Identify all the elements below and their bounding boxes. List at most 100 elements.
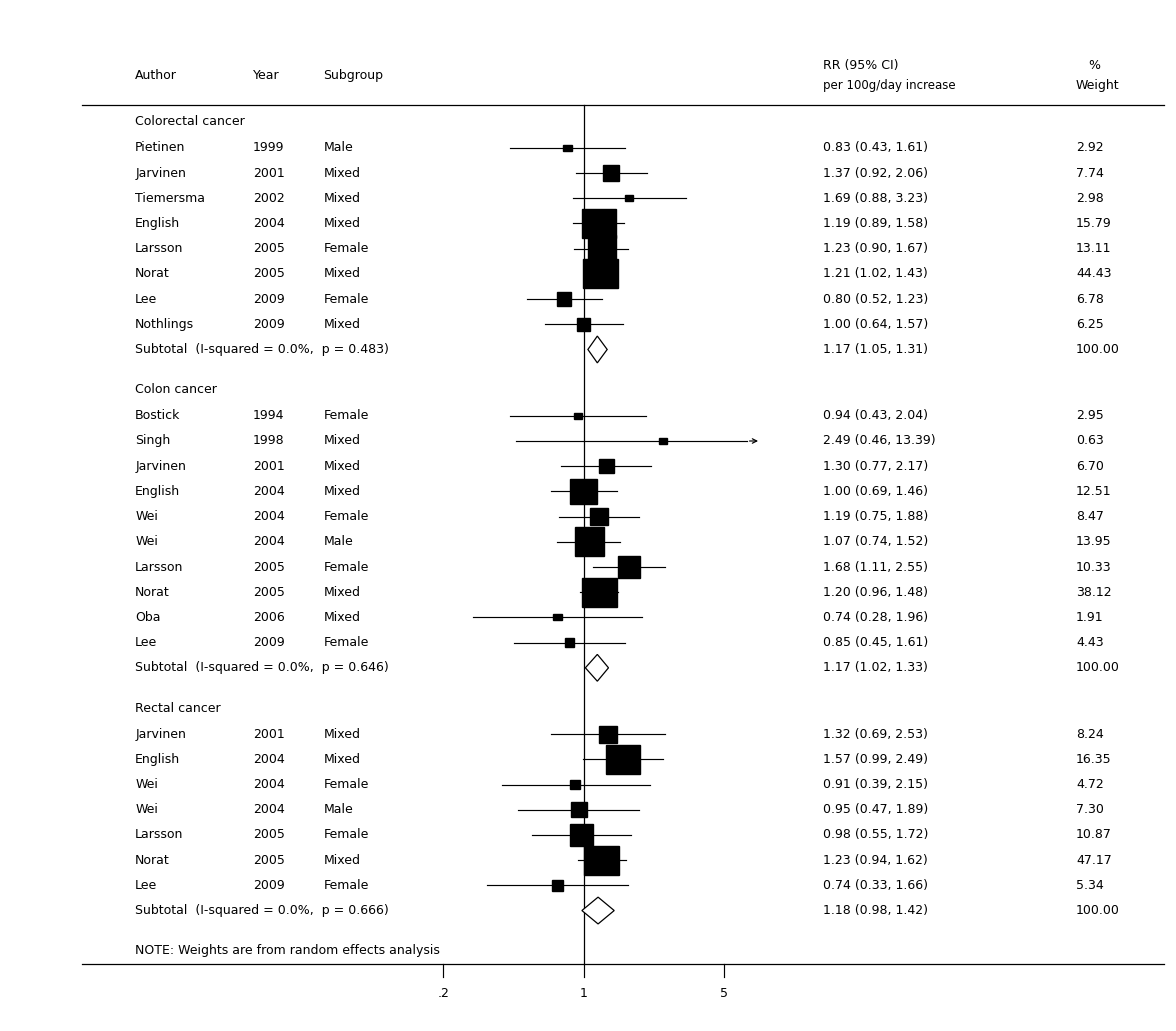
Bar: [584, 845, 620, 874]
Text: 6.25: 6.25: [1076, 318, 1104, 331]
Bar: [570, 478, 597, 504]
Text: 1.20 (0.96, 1.48): 1.20 (0.96, 1.48): [823, 586, 928, 599]
Text: Female: Female: [323, 778, 369, 791]
Text: 6.78: 6.78: [1076, 293, 1104, 305]
Text: Wei: Wei: [135, 778, 158, 791]
Bar: [572, 802, 587, 818]
Text: 1999: 1999: [253, 141, 285, 155]
Text: Mixed: Mixed: [323, 753, 360, 766]
Text: 2.49 (0.46, 13.39): 2.49 (0.46, 13.39): [823, 434, 936, 447]
Text: per 100g/day increase: per 100g/day increase: [823, 79, 956, 92]
Text: Mixed: Mixed: [323, 485, 360, 498]
Text: Female: Female: [323, 829, 369, 841]
Text: 2009: 2009: [253, 636, 285, 650]
Text: 2.92: 2.92: [1076, 141, 1103, 155]
Text: 15.79: 15.79: [1076, 217, 1111, 230]
Text: 7.30: 7.30: [1076, 803, 1104, 817]
Bar: [563, 144, 572, 151]
Text: 4.43: 4.43: [1076, 636, 1103, 650]
Bar: [582, 260, 617, 289]
Text: Subtotal  (I-squared = 0.0%,  p = 0.646): Subtotal (I-squared = 0.0%, p = 0.646): [135, 661, 389, 674]
Bar: [603, 165, 620, 181]
Text: 5.34: 5.34: [1076, 878, 1104, 892]
Text: Bostick: Bostick: [135, 409, 181, 423]
Text: 8.47: 8.47: [1076, 510, 1104, 523]
Text: 13.95: 13.95: [1076, 535, 1111, 548]
Text: 0.83 (0.43, 1.61): 0.83 (0.43, 1.61): [823, 141, 928, 155]
Text: 1.23 (0.94, 1.62): 1.23 (0.94, 1.62): [823, 854, 928, 867]
Text: 1.21 (1.02, 1.43): 1.21 (1.02, 1.43): [823, 267, 928, 280]
Text: 12.51: 12.51: [1076, 485, 1111, 498]
Text: 0.74 (0.33, 1.66): 0.74 (0.33, 1.66): [823, 878, 928, 892]
Text: Female: Female: [323, 561, 369, 573]
Text: 44.43: 44.43: [1076, 267, 1111, 280]
Text: Female: Female: [323, 293, 369, 305]
Text: Female: Female: [323, 510, 369, 523]
Text: 2004: 2004: [253, 753, 285, 766]
Text: 2004: 2004: [253, 778, 285, 791]
Text: 1.30 (0.77, 2.17): 1.30 (0.77, 2.17): [823, 460, 928, 472]
Bar: [588, 235, 615, 262]
Text: English: English: [135, 753, 180, 766]
Text: 1.17 (1.02, 1.33): 1.17 (1.02, 1.33): [823, 661, 928, 674]
Text: 1.17 (1.05, 1.31): 1.17 (1.05, 1.31): [823, 343, 928, 356]
Text: Year: Year: [253, 69, 280, 82]
Text: Subtotal  (I-squared = 0.0%,  p = 0.666): Subtotal (I-squared = 0.0%, p = 0.666): [135, 904, 389, 917]
Text: Mixed: Mixed: [323, 434, 360, 447]
Bar: [564, 638, 574, 647]
Text: 5: 5: [720, 987, 728, 1000]
Text: 100.00: 100.00: [1076, 904, 1120, 917]
Text: 100.00: 100.00: [1076, 343, 1120, 356]
Text: 1.37 (0.92, 2.06): 1.37 (0.92, 2.06): [823, 167, 928, 179]
Text: Nothlings: Nothlings: [135, 318, 194, 331]
Text: 2005: 2005: [253, 854, 285, 867]
Text: 1.07 (0.74, 1.52): 1.07 (0.74, 1.52): [823, 535, 928, 548]
Bar: [626, 195, 634, 201]
Text: 2001: 2001: [253, 167, 285, 179]
Bar: [575, 528, 604, 556]
Text: 2005: 2005: [253, 586, 285, 599]
Text: 4.72: 4.72: [1076, 778, 1104, 791]
Bar: [570, 824, 594, 846]
Text: Wei: Wei: [135, 803, 158, 817]
Text: 0.80 (0.52, 1.23): 0.80 (0.52, 1.23): [823, 293, 928, 305]
Text: 0.95 (0.47, 1.89): 0.95 (0.47, 1.89): [823, 803, 928, 817]
Text: Jarvinen: Jarvinen: [135, 460, 186, 472]
Text: 1.69 (0.88, 3.23): 1.69 (0.88, 3.23): [823, 192, 928, 205]
Text: 2005: 2005: [253, 242, 285, 255]
Text: 2009: 2009: [253, 293, 285, 305]
Text: %: %: [1088, 59, 1100, 72]
Text: English: English: [135, 217, 180, 230]
Text: 2005: 2005: [253, 267, 285, 280]
Bar: [600, 459, 614, 473]
Text: Male: Male: [323, 803, 353, 817]
Text: Larsson: Larsson: [135, 561, 183, 573]
Text: 16.35: 16.35: [1076, 753, 1111, 766]
Text: 1.00 (0.69, 1.46): 1.00 (0.69, 1.46): [823, 485, 928, 498]
Bar: [574, 412, 582, 419]
Text: Mixed: Mixed: [323, 854, 360, 867]
Text: Subgroup: Subgroup: [323, 69, 383, 82]
Text: 2009: 2009: [253, 878, 285, 892]
Text: Larsson: Larsson: [135, 829, 183, 841]
Text: Mixed: Mixed: [323, 611, 360, 624]
Text: 1.68 (1.11, 2.55): 1.68 (1.11, 2.55): [823, 561, 928, 573]
Text: Mixed: Mixed: [323, 167, 360, 179]
Text: 2005: 2005: [253, 561, 285, 573]
Text: Mixed: Mixed: [323, 217, 360, 230]
Text: 1.91: 1.91: [1076, 611, 1103, 624]
Text: Jarvinen: Jarvinen: [135, 728, 186, 740]
Text: Subtotal  (I-squared = 0.0%,  p = 0.483): Subtotal (I-squared = 0.0%, p = 0.483): [135, 343, 389, 356]
Text: 8.24: 8.24: [1076, 728, 1104, 740]
Text: Jarvinen: Jarvinen: [135, 167, 186, 179]
Text: 2004: 2004: [253, 485, 285, 498]
Text: 0.74 (0.28, 1.96): 0.74 (0.28, 1.96): [823, 611, 928, 624]
Text: Wei: Wei: [135, 535, 158, 548]
Text: Norat: Norat: [135, 854, 171, 867]
Bar: [582, 209, 615, 238]
Text: Lee: Lee: [135, 878, 158, 892]
Text: Colon cancer: Colon cancer: [135, 384, 218, 397]
Text: 1.18 (0.98, 1.42): 1.18 (0.98, 1.42): [823, 904, 928, 917]
Text: Pietinen: Pietinen: [135, 141, 186, 155]
Text: 0.91 (0.39, 2.15): 0.91 (0.39, 2.15): [823, 778, 928, 791]
